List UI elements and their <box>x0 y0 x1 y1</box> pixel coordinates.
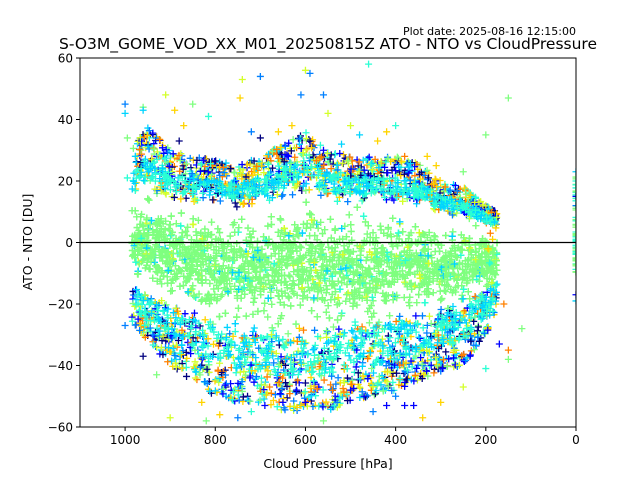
scatter-point <box>338 393 346 401</box>
scatter-point <box>271 391 279 399</box>
scatter-point <box>343 374 351 382</box>
scatter-point <box>191 374 199 382</box>
scatter-point <box>329 323 337 331</box>
chart-title: S-O3M_GOME_VOD_XX_M01_20250815Z ATO - NT… <box>59 35 597 54</box>
plot-date: Plot date: 2025-08-16 12:15:00 <box>403 25 576 38</box>
scatter-point <box>269 396 277 404</box>
scatter-point <box>396 168 404 176</box>
scatter-point <box>282 379 290 387</box>
scatter-point <box>311 326 319 334</box>
scatter-point <box>286 390 294 398</box>
scatter-point <box>325 158 333 166</box>
scatter-point <box>235 396 243 404</box>
scatter-point <box>333 197 341 205</box>
scatter-point <box>138 150 146 158</box>
scatter-point <box>201 162 209 170</box>
scatter-point <box>430 369 438 377</box>
scatter-point <box>156 183 164 191</box>
scatter-point <box>242 173 250 181</box>
scatter-point <box>329 160 337 168</box>
scatter-point <box>266 383 274 391</box>
scatter-point <box>297 340 305 348</box>
scatter-point <box>209 196 217 204</box>
scatter-point <box>337 389 345 397</box>
scatter-point <box>233 203 241 211</box>
scatter-point <box>301 379 309 387</box>
scatter-point <box>134 315 142 323</box>
scatter-point <box>284 330 292 338</box>
scatter-point <box>388 372 396 380</box>
scatter-point <box>300 389 308 397</box>
scatter-point <box>129 144 137 152</box>
scatter-point <box>144 142 152 150</box>
scatter-point <box>186 154 194 162</box>
scatter-point <box>324 347 332 355</box>
scatter-point <box>473 327 481 335</box>
scatter-point <box>393 369 401 377</box>
scatter-point <box>191 309 199 317</box>
scatter-point <box>130 312 138 320</box>
scatter-point <box>243 172 251 180</box>
scatter-point <box>289 136 297 144</box>
scatter-point <box>339 151 347 159</box>
scatter-point <box>262 391 270 399</box>
scatter-point <box>424 176 432 184</box>
scatter-point <box>147 327 155 335</box>
scatter-point <box>398 381 406 389</box>
scatter-point <box>381 322 389 330</box>
scatter-point <box>267 401 275 409</box>
scatter-point <box>250 324 258 332</box>
scatter-point <box>281 406 289 414</box>
scatter-point <box>240 199 248 207</box>
scatter-point <box>378 335 386 343</box>
scatter-point <box>389 378 397 386</box>
scatter-point <box>423 321 431 329</box>
scatter-point <box>490 309 498 317</box>
scatter-point <box>364 355 372 363</box>
scatter-point <box>418 312 426 320</box>
scatter-point <box>301 388 309 396</box>
scatter-point <box>336 149 344 157</box>
scatter-point <box>285 139 293 147</box>
scatter-points <box>121 60 576 425</box>
scatter-point <box>467 347 475 355</box>
scatter-point <box>213 388 221 396</box>
scatter-point <box>417 354 425 362</box>
scatter-point <box>172 355 180 363</box>
scatter-point <box>327 381 335 389</box>
scatter-point <box>335 325 343 333</box>
scatter-point <box>182 363 190 371</box>
scatter-point <box>327 386 335 394</box>
scatter-point <box>339 384 347 392</box>
scatter-point <box>468 336 476 344</box>
scatter-point <box>352 363 360 371</box>
scatter-point <box>317 191 325 199</box>
scatter-point <box>145 320 153 328</box>
scatter-point <box>193 376 201 384</box>
scatter-point <box>201 316 209 324</box>
scatter-point <box>384 169 392 177</box>
scatter-point <box>235 193 243 201</box>
scatter-point <box>181 310 189 318</box>
scatter-point <box>222 159 230 167</box>
scatter-point <box>273 403 281 411</box>
scatter-point <box>162 190 170 198</box>
scatter-point <box>257 374 265 382</box>
scatter-point <box>344 198 352 206</box>
scatter-point <box>460 358 468 366</box>
scatter-point <box>356 383 364 391</box>
scatter-point <box>183 354 191 362</box>
scatter-point <box>423 329 431 337</box>
